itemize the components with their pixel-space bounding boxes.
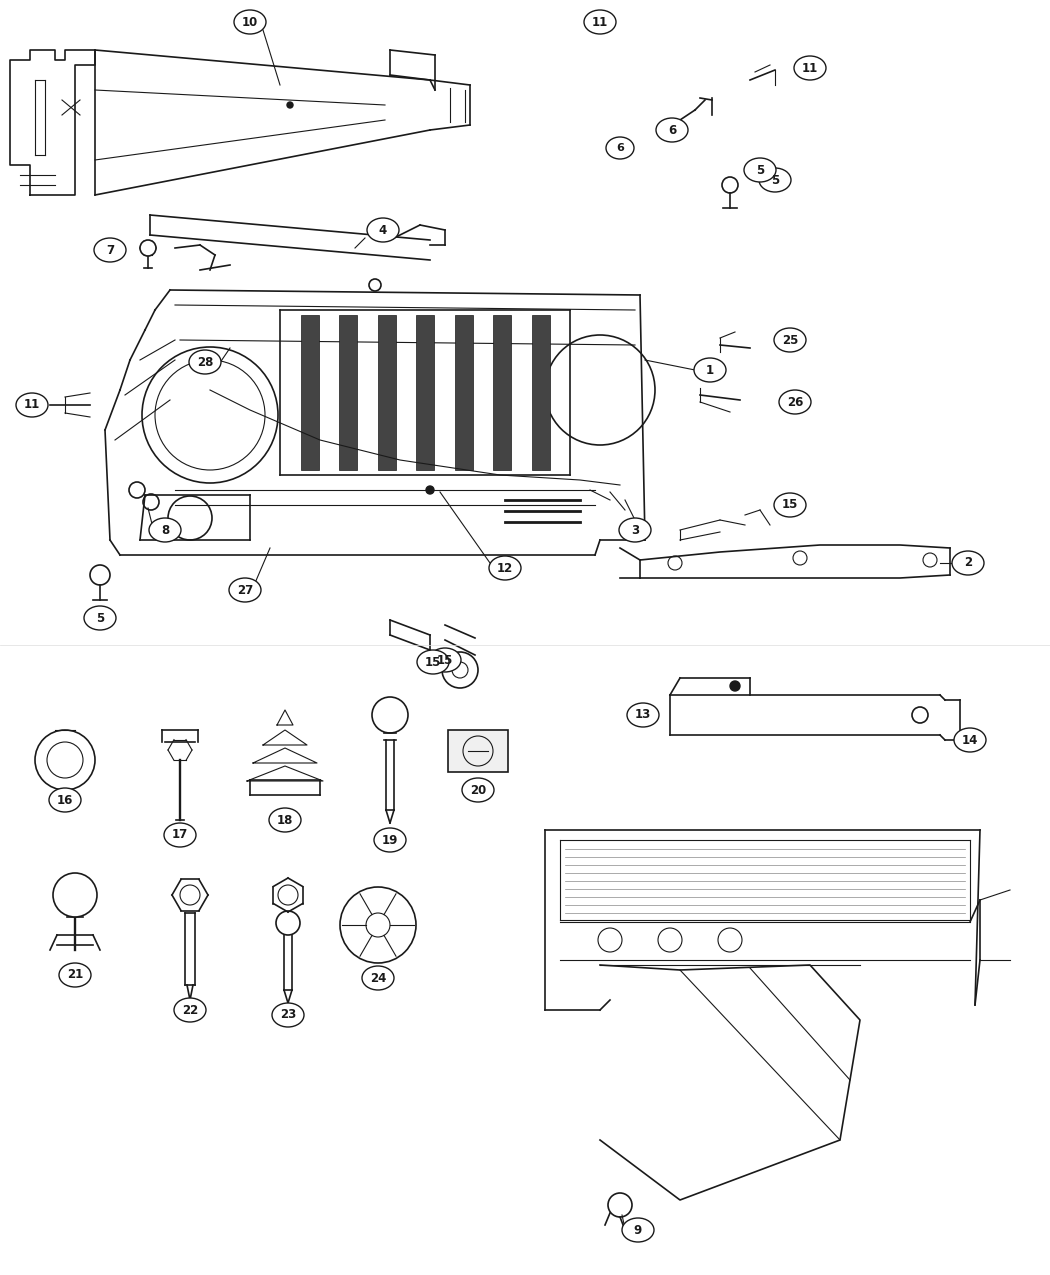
Ellipse shape [49, 788, 81, 812]
Text: 17: 17 [172, 829, 188, 842]
Text: 20: 20 [470, 784, 486, 797]
Ellipse shape [656, 119, 688, 142]
Circle shape [598, 928, 622, 952]
Ellipse shape [606, 136, 634, 159]
Text: 11: 11 [592, 15, 608, 28]
Text: 15: 15 [437, 654, 454, 667]
Ellipse shape [744, 158, 776, 182]
Text: 14: 14 [962, 733, 979, 746]
Text: 23: 23 [280, 1009, 296, 1021]
Ellipse shape [952, 551, 984, 575]
Text: 19: 19 [382, 834, 398, 847]
Ellipse shape [94, 238, 126, 261]
Text: 27: 27 [237, 584, 253, 597]
Text: 3: 3 [631, 524, 639, 537]
Circle shape [140, 240, 156, 256]
Ellipse shape [584, 10, 616, 34]
Text: 22: 22 [182, 1003, 198, 1016]
Bar [339, 315, 357, 470]
Ellipse shape [774, 493, 806, 516]
Ellipse shape [759, 168, 791, 193]
Bar [448, 731, 508, 771]
Ellipse shape [627, 703, 659, 727]
Ellipse shape [694, 358, 726, 382]
Ellipse shape [234, 10, 266, 34]
Text: 6: 6 [668, 124, 676, 136]
Circle shape [52, 873, 97, 917]
Ellipse shape [189, 351, 220, 374]
Text: 5: 5 [771, 173, 779, 186]
Ellipse shape [229, 578, 261, 602]
Ellipse shape [779, 390, 811, 414]
Ellipse shape [174, 998, 206, 1023]
Ellipse shape [794, 56, 826, 80]
Ellipse shape [462, 778, 493, 802]
Circle shape [658, 928, 682, 952]
Ellipse shape [622, 1218, 654, 1242]
Circle shape [718, 928, 742, 952]
Text: 21: 21 [67, 969, 83, 982]
Text: 24: 24 [370, 972, 386, 984]
Ellipse shape [368, 218, 399, 242]
Text: 16: 16 [57, 793, 74, 807]
Bar [494, 315, 511, 470]
Text: 5: 5 [756, 163, 764, 176]
Bar [455, 315, 472, 470]
Text: 7: 7 [106, 244, 114, 256]
Text: 5: 5 [96, 612, 104, 625]
Text: 4: 4 [379, 223, 387, 236]
Text: 11: 11 [802, 61, 818, 74]
Text: 15: 15 [425, 655, 441, 668]
Text: 10: 10 [242, 15, 258, 28]
Ellipse shape [16, 393, 48, 417]
Ellipse shape [620, 518, 651, 542]
Ellipse shape [429, 648, 461, 672]
Ellipse shape [954, 728, 986, 752]
Ellipse shape [59, 963, 91, 987]
Text: 8: 8 [161, 524, 169, 537]
Text: 11: 11 [24, 399, 40, 412]
Ellipse shape [164, 822, 196, 847]
Ellipse shape [774, 328, 806, 352]
Text: 15: 15 [782, 499, 798, 511]
Circle shape [426, 486, 434, 493]
Text: 26: 26 [786, 395, 803, 408]
Ellipse shape [84, 606, 116, 630]
Bar [378, 315, 396, 470]
Ellipse shape [269, 808, 301, 833]
Circle shape [730, 681, 740, 691]
Ellipse shape [489, 556, 521, 580]
Text: 13: 13 [635, 709, 651, 722]
Text: 28: 28 [196, 356, 213, 368]
Circle shape [287, 102, 293, 108]
Bar [531, 315, 549, 470]
Ellipse shape [374, 827, 406, 852]
Text: 12: 12 [497, 561, 513, 575]
Text: 2: 2 [964, 556, 972, 570]
Text: 1: 1 [706, 363, 714, 376]
Text: 18: 18 [277, 813, 293, 826]
Ellipse shape [417, 650, 449, 674]
Text: 6: 6 [616, 143, 624, 153]
Text: 25: 25 [782, 334, 798, 347]
Ellipse shape [362, 966, 394, 989]
Text: 9: 9 [634, 1224, 643, 1237]
Bar [300, 315, 318, 470]
Bar [416, 315, 434, 470]
Ellipse shape [149, 518, 181, 542]
Ellipse shape [272, 1003, 304, 1026]
